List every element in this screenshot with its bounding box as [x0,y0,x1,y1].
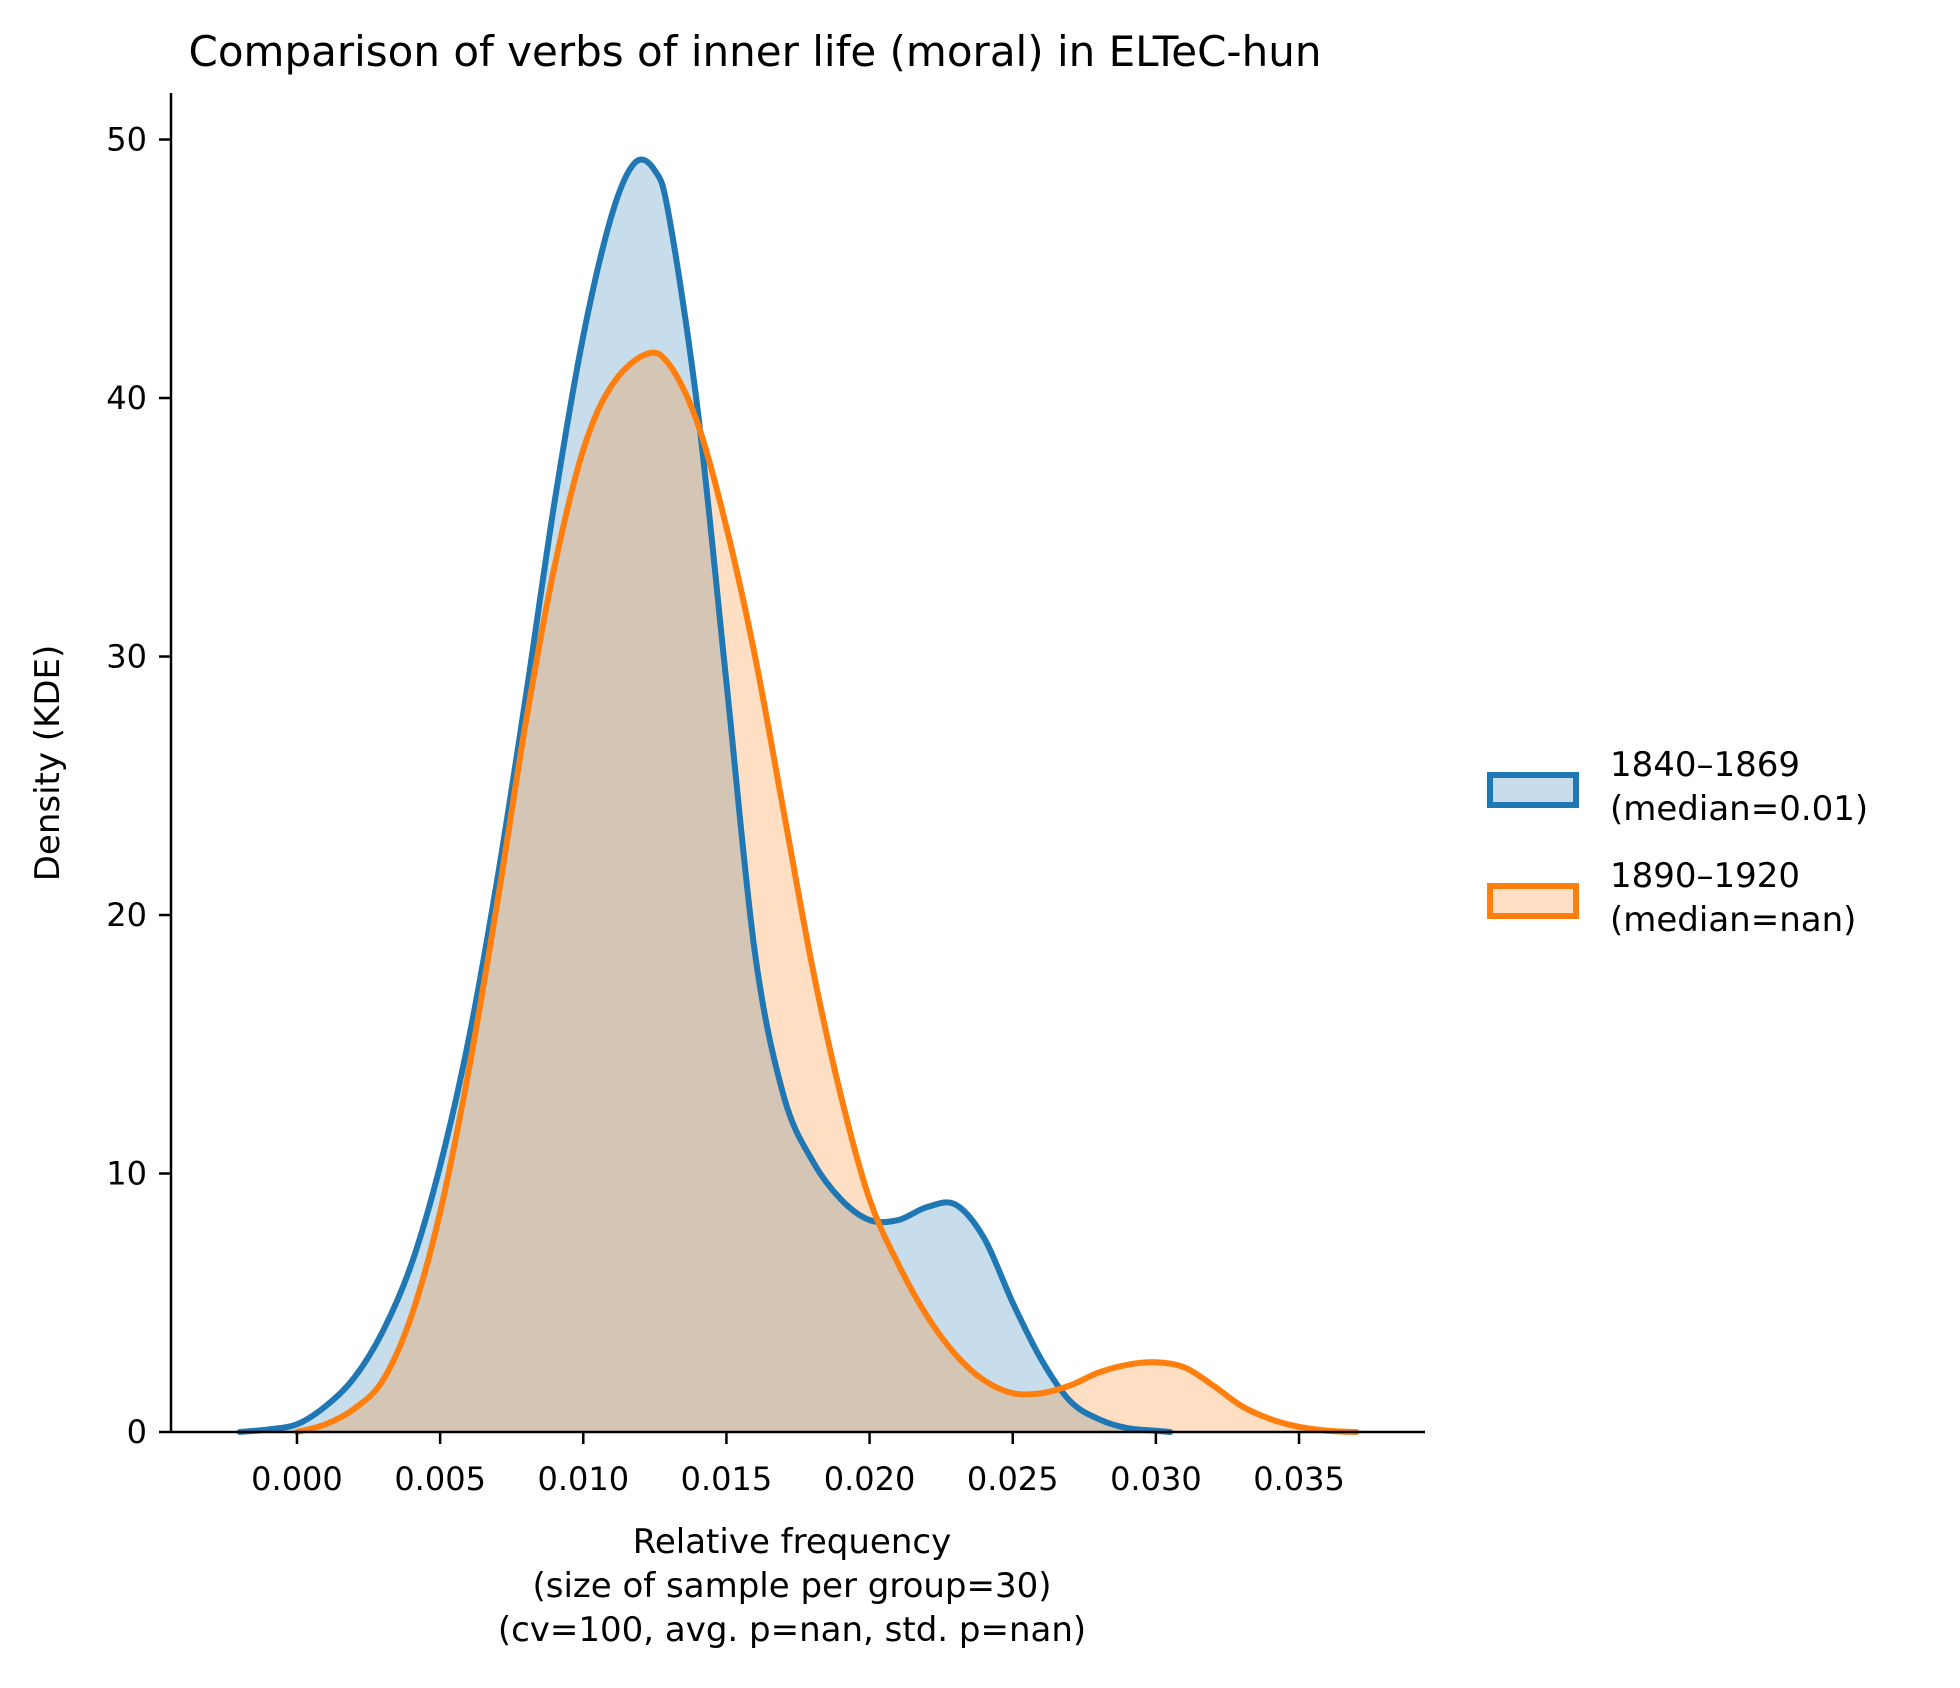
legend-swatch-1840-1869 [1490,775,1576,805]
y-tick-label: 20 [106,896,147,934]
y-tick-label: 0 [127,1413,147,1451]
x-axis-label-line-1: Relative frequency [633,1522,951,1562]
y-tick-label: 50 [106,121,147,159]
x-tick-label: 0.005 [394,1460,486,1498]
legend-label-1890-1920: 1890–1920 [1610,856,1800,896]
y-tick-label: 10 [106,1155,147,1193]
legend-sublabel-1840-1869: (median=0.01) [1610,789,1868,829]
x-axis-label-line-3: (cv=100, avg. p=nan, std. p=nan) [498,1610,1086,1650]
x-tick-label: 0.010 [537,1460,629,1498]
x-tick-label: 0.000 [251,1460,343,1498]
x-tick-label: 0.020 [824,1460,916,1498]
x-tick-label: 0.025 [967,1460,1059,1498]
y-tick-label: 40 [106,379,147,417]
x-tick-label: 0.030 [1110,1460,1202,1498]
legend-label-1840-1869: 1840–1869 [1610,745,1800,785]
x-tick-label: 0.015 [681,1460,773,1498]
x-tick-label: 0.035 [1253,1460,1345,1498]
y-tick-label: 30 [106,638,147,676]
legend-swatch-1890-1920 [1490,886,1576,916]
y-axis-label: Density (KDE) [28,645,68,882]
legend-sublabel-1890-1920: (median=nan) [1610,900,1856,940]
chart-title: Comparison of verbs of inner life (moral… [189,27,1322,76]
x-axis-label-line-2: (size of sample per group=30) [532,1566,1051,1606]
